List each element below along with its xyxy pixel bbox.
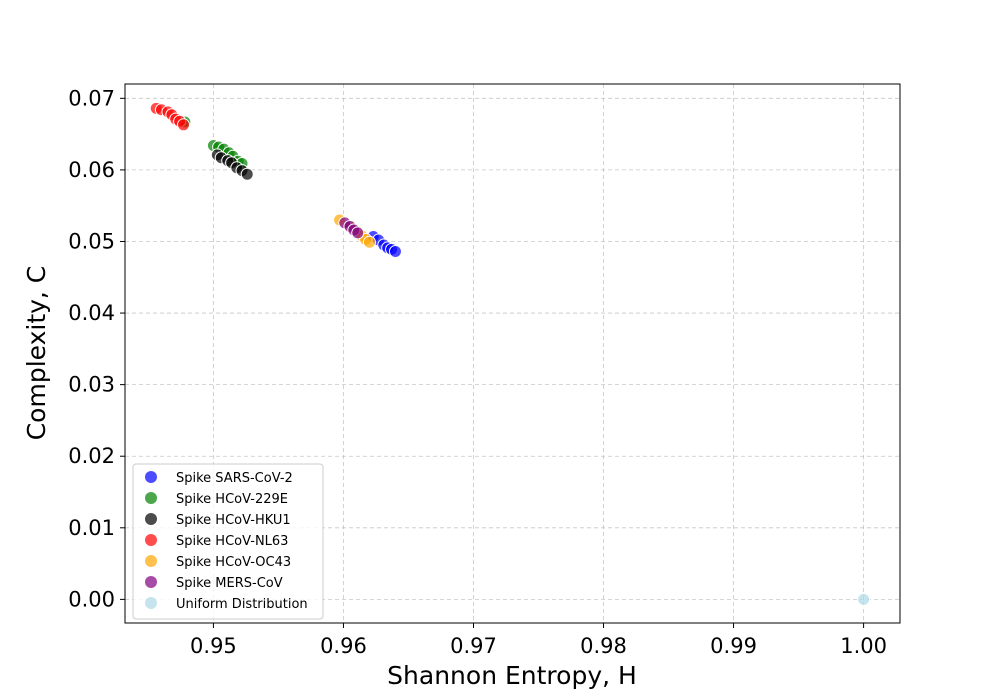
data-point bbox=[351, 226, 365, 240]
x-axis-label: Shannon Entropy, H bbox=[387, 661, 637, 690]
data-point bbox=[177, 118, 191, 132]
legend-marker bbox=[145, 576, 157, 588]
x-tick-label: 1.00 bbox=[840, 634, 887, 658]
legend: Spike SARS-CoV-2 Spike HCoV-229E Spike HCo… bbox=[132, 463, 324, 620]
x-tick-label: 0.98 bbox=[580, 634, 627, 658]
y-tick-label: 0.04 bbox=[68, 301, 115, 325]
y-tick-label: 0.00 bbox=[68, 587, 115, 611]
y-tick-label: 0.06 bbox=[68, 158, 115, 182]
legend-box bbox=[132, 463, 324, 620]
legend-label: Spike HCoV-NL63 bbox=[176, 534, 288, 549]
y-tick-label: 0.01 bbox=[68, 516, 115, 540]
x-tick-label: 0.96 bbox=[320, 634, 367, 658]
data-points bbox=[149, 101, 871, 606]
data-point bbox=[240, 167, 254, 181]
legend-marker bbox=[145, 534, 157, 546]
legend-marker bbox=[145, 555, 157, 567]
y-axis-label: Complexity, C bbox=[22, 266, 51, 441]
x-tick-label: 0.97 bbox=[450, 634, 497, 658]
legend-label: Spike MERS-CoV bbox=[176, 576, 283, 591]
legend-label: Spike SARS-CoV-2 bbox=[176, 471, 293, 486]
x-axis: 0.95 0.96 0.97 0.98 0.99 1.00 bbox=[190, 623, 887, 658]
data-point bbox=[857, 592, 871, 606]
legend-label: Spike HCoV-229E bbox=[176, 492, 288, 507]
y-tick-label: 0.05 bbox=[68, 229, 115, 253]
data-point bbox=[388, 244, 402, 258]
grid-lines bbox=[125, 84, 900, 623]
legend-marker bbox=[145, 597, 157, 609]
x-tick-label: 0.95 bbox=[190, 634, 237, 658]
legend-marker bbox=[145, 492, 157, 504]
legend-marker bbox=[145, 513, 157, 525]
legend-marker bbox=[145, 471, 157, 483]
legend-label: Spike HCoV-OC43 bbox=[176, 555, 291, 570]
data-point bbox=[362, 235, 376, 249]
x-tick-label: 0.99 bbox=[710, 634, 757, 658]
y-tick-label: 0.07 bbox=[68, 86, 115, 110]
legend-label: Uniform Distribution bbox=[176, 597, 308, 612]
y-tick-label: 0.03 bbox=[68, 373, 115, 397]
plot-frame bbox=[124, 83, 901, 624]
legend-label: Spike HCoV-HKU1 bbox=[176, 513, 291, 528]
y-axis: 0.00 0.01 0.02 0.03 0.04 0.05 0.06 0.07 bbox=[68, 86, 125, 611]
y-tick-label: 0.02 bbox=[68, 444, 115, 468]
